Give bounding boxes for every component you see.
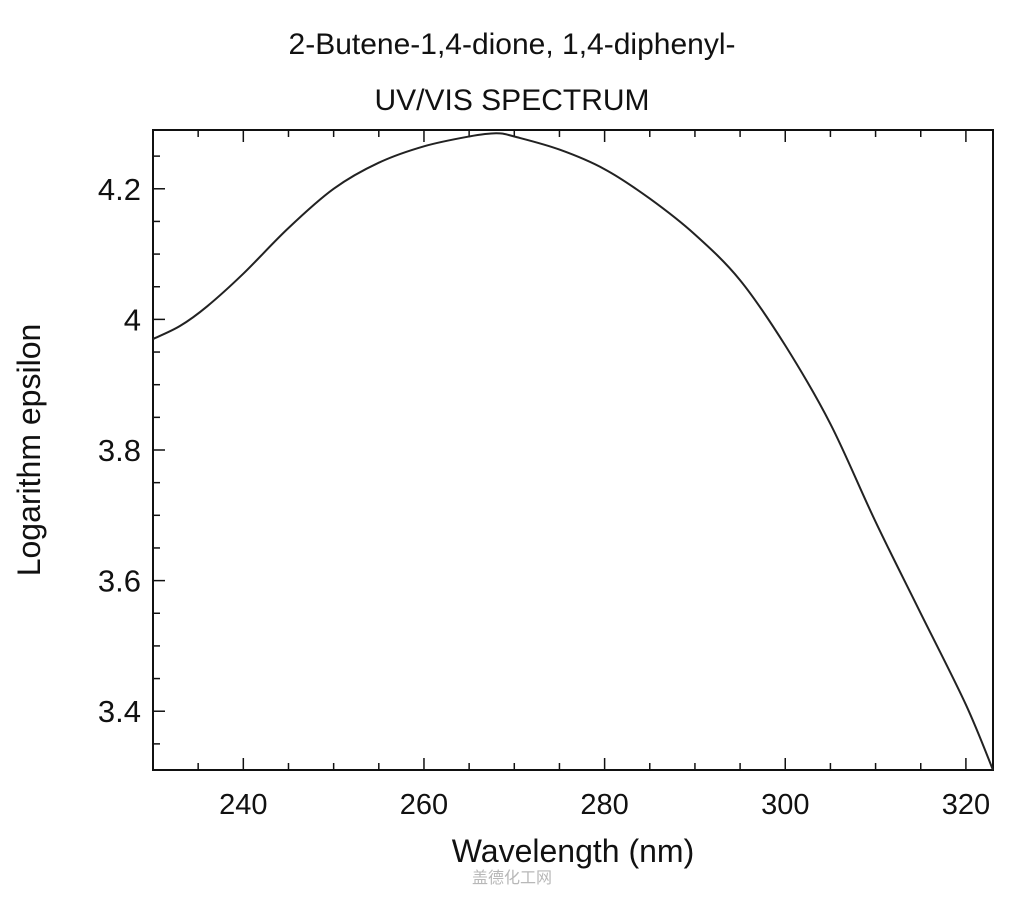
watermark-text: 盖德化工网: [471, 868, 552, 887]
spectrum-line: [152, 132, 994, 771]
plot-frame: [152, 129, 994, 771]
y-tick-label: 3.4: [98, 694, 141, 729]
chart-subtitle: UV/VIS SPECTRUM: [374, 84, 650, 117]
y-tick-label: 3.6: [98, 564, 141, 599]
x-tick-label: 300: [761, 789, 809, 821]
x-tick-label: 280: [580, 789, 628, 821]
axis-ticks: [153, 130, 967, 770]
tick-labels: 240 260 280 300 320 3.4 3.6 3.8 4 4.2: [98, 172, 990, 821]
y-tick-label: 3.8: [98, 433, 141, 468]
chart-title: 2-Butene-1,4-dione, 1,4-diphenyl-: [288, 28, 736, 61]
x-tick-label: 240: [219, 789, 267, 821]
x-axis-label: Wavelength (nm): [452, 833, 694, 869]
y-axis-label: Logarithm epsilon: [11, 324, 47, 577]
y-tick-label: 4.2: [98, 172, 141, 207]
x-tick-label: 260: [400, 789, 448, 821]
x-tick-label: 320: [942, 789, 990, 821]
y-tick-label: 4: [124, 302, 141, 337]
